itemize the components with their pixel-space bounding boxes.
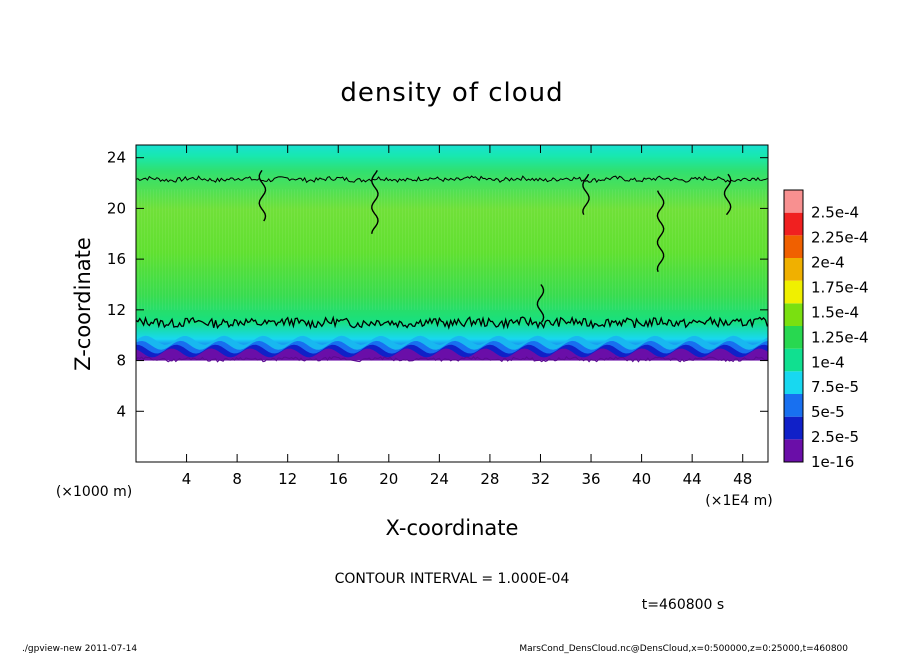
colorbar-label: 7.5e-5 bbox=[811, 378, 859, 396]
colorbar-swatch bbox=[784, 280, 803, 304]
x-tick-label: 44 bbox=[683, 470, 702, 488]
x-tick-label: 16 bbox=[329, 470, 348, 488]
contour-interval-text: CONTOUR INTERVAL = 1.000E-04 bbox=[335, 571, 570, 587]
colorbar-label: 1.25e-4 bbox=[811, 328, 869, 346]
contour-streak bbox=[723, 173, 732, 216]
y-tick-label: 4 bbox=[116, 402, 126, 420]
x-tick-label: 40 bbox=[632, 470, 651, 488]
colorbar-swatch bbox=[784, 371, 803, 394]
contour-streak bbox=[258, 170, 267, 222]
colorbar-swatch bbox=[784, 416, 803, 440]
y-tick-label: 12 bbox=[107, 301, 126, 319]
colorbar-label: 2.25e-4 bbox=[811, 229, 869, 247]
plot-border bbox=[135, 144, 769, 463]
x-tick-label: 8 bbox=[232, 470, 242, 488]
colorbar-label: 1.5e-4 bbox=[811, 303, 859, 321]
colorbar-label: 1e-16 bbox=[811, 453, 854, 471]
colorbar: 1e-16 2.5e-5 5e-5 7.5e-5 1e-4 1.25e-4 1.5e-4 1.… bbox=[783, 189, 869, 471]
footer-right: MarsCond_DensCloud.nc@DensCloud,x=0:5000… bbox=[519, 644, 848, 654]
contour-lines bbox=[135, 170, 769, 363]
contour-streak bbox=[582, 173, 590, 215]
colorbar-swatch bbox=[784, 190, 803, 213]
x-axis-label: X-coordinate bbox=[386, 516, 519, 540]
x-tick-label: 4 bbox=[182, 470, 192, 488]
y-unit-label: (×1000 m) bbox=[56, 484, 132, 500]
time-label: t=460800 s bbox=[642, 597, 724, 613]
colorbar-swatch bbox=[784, 212, 803, 236]
colorbar-label: 2e-4 bbox=[811, 254, 845, 272]
contour-top bbox=[135, 175, 768, 184]
chart-title: density of cloud bbox=[340, 78, 563, 108]
colorbar-label: 2.5e-5 bbox=[811, 428, 859, 446]
x-axis: 4 8 12 16 20 24 28 32 36 40 44 48 bbox=[182, 145, 752, 488]
colorbar-swatch bbox=[784, 439, 803, 462]
contour-streak bbox=[656, 190, 665, 272]
x-tick-label: 24 bbox=[430, 470, 449, 488]
y-axis: 4 8 12 16 20 24 bbox=[107, 149, 768, 420]
colorbar-swatch bbox=[784, 394, 803, 417]
density-field bbox=[136, 145, 768, 361]
x-tick-label: 32 bbox=[531, 470, 550, 488]
colorbar-label: 1e-4 bbox=[811, 353, 845, 371]
colorbar-border bbox=[783, 189, 804, 463]
footer-left: ./gpview-new 2011-07-14 bbox=[22, 644, 137, 654]
colorbar-swatch bbox=[784, 303, 803, 326]
colorbar-label: 5e-5 bbox=[811, 403, 845, 421]
colorbar-label: 2.5e-4 bbox=[811, 204, 859, 222]
contour-streak bbox=[370, 170, 379, 234]
contour-base bbox=[135, 356, 768, 363]
colorbar-label: 1.75e-4 bbox=[811, 278, 869, 296]
colorbar-swatch bbox=[784, 348, 803, 372]
colorbar-swatch bbox=[784, 235, 803, 258]
plot-area bbox=[135, 144, 769, 463]
x-tick-label: 48 bbox=[733, 470, 752, 488]
x-tick-label: 20 bbox=[379, 470, 398, 488]
y-tick-label: 24 bbox=[107, 149, 126, 167]
density-texture bbox=[136, 189, 768, 310]
y-tick-label: 16 bbox=[107, 250, 126, 268]
colorbar-swatch bbox=[784, 258, 803, 281]
y-tick-label: 8 bbox=[116, 352, 126, 370]
y-tick-label: 20 bbox=[107, 199, 126, 217]
y-axis-label: Z-coordinate bbox=[71, 237, 95, 371]
colorbar-swatch bbox=[784, 326, 803, 349]
contour-lower bbox=[135, 315, 769, 330]
x-unit-label: (×1E4 m) bbox=[705, 493, 772, 509]
x-tick-label: 36 bbox=[581, 470, 600, 488]
contour-streak bbox=[536, 284, 545, 323]
x-tick-label: 28 bbox=[480, 470, 499, 488]
x-tick-label: 12 bbox=[278, 470, 297, 488]
